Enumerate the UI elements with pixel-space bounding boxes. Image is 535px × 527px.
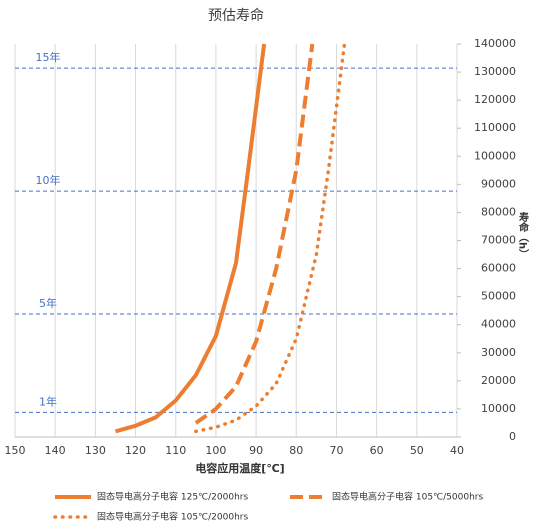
y-axis-label: 寿命（h） — [517, 211, 530, 259]
line — [194, 42, 347, 434]
x-tick-label: 70 — [329, 444, 343, 457]
x-tick-label: 130 — [85, 444, 106, 457]
reference-label: 1年 — [39, 394, 57, 408]
y-tick-label: 0 — [509, 430, 516, 443]
y-tick-label: 120000 — [474, 93, 516, 106]
line — [114, 43, 267, 434]
line — [194, 43, 315, 425]
x-tick-label: 60 — [370, 444, 384, 457]
y-tick-label: 80000 — [481, 205, 516, 218]
reference-label: 10年 — [36, 173, 61, 187]
y-tick-label: 50000 — [481, 290, 516, 303]
legend-label: 固态导电高分子电容 105℃/5000hrs — [332, 491, 483, 503]
y-tick-label: 70000 — [481, 234, 516, 247]
x-tick-label: 40 — [450, 444, 464, 457]
y-tick-label: 100000 — [474, 149, 516, 162]
x-tick-label: 80 — [289, 444, 303, 457]
x-tick-label: 110 — [165, 444, 186, 457]
x-tick-label: 120 — [125, 444, 146, 457]
y-tick-label: 130000 — [474, 65, 516, 78]
y-tick-label: 110000 — [474, 121, 516, 134]
y-tick-label: 30000 — [481, 346, 516, 359]
y-tick-label: 20000 — [481, 374, 516, 387]
x-tick-label: 90 — [249, 444, 263, 457]
y-tick-label: 60000 — [481, 262, 516, 275]
legend-label: 固态导电高分子电容 125℃/2000hrs — [97, 491, 248, 503]
y-tick-label: 40000 — [481, 318, 516, 331]
x-tick-label: 140 — [45, 444, 66, 457]
x-tick-label: 150 — [5, 444, 26, 457]
chart-title: 预估寿命 — [208, 7, 264, 24]
y-tick-label: 10000 — [481, 402, 516, 415]
x-axis-label: 电容应用温度[℃] — [195, 461, 284, 475]
reference-label: 15年 — [36, 50, 61, 64]
y-tick-label: 140000 — [474, 37, 516, 50]
x-tick-label: 50 — [410, 444, 424, 457]
y-tick-label: 90000 — [481, 177, 516, 190]
legend-label: 固态导电高分子电容 105℃/2000hrs — [97, 511, 248, 523]
reference-label: 5年 — [39, 296, 57, 310]
x-tick-label: 100 — [205, 444, 226, 457]
